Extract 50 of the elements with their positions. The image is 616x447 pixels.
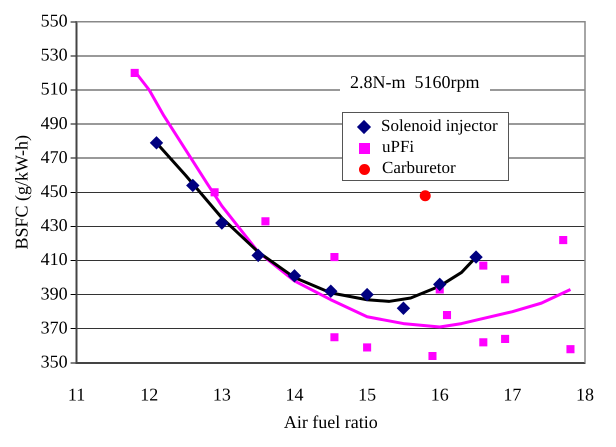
point — [428, 352, 437, 360]
x-tick-label: 17 — [503, 384, 522, 404]
x-tick-label: 13 — [212, 384, 231, 404]
point — [479, 338, 488, 346]
y-tick-label: 450 — [40, 181, 68, 202]
point — [261, 217, 270, 226]
legend-label: Carburetor — [382, 158, 456, 177]
y-tick-label: 530 — [40, 44, 68, 65]
point — [470, 250, 483, 264]
point — [501, 275, 510, 284]
point — [324, 284, 338, 298]
x-tick-label: 18 — [576, 384, 594, 404]
y-tick-label: 390 — [40, 283, 68, 304]
y-tick-label: 510 — [40, 78, 68, 99]
point — [360, 288, 374, 302]
annotation: 2.8N-m 5160rpm — [340, 70, 490, 95]
point — [559, 236, 568, 244]
point — [433, 278, 446, 291]
y-tick-label: 430 — [40, 215, 68, 236]
point — [330, 253, 338, 262]
x-axis-title: Air fuel ratio — [284, 412, 378, 432]
y-tick-label: 370 — [40, 317, 68, 338]
y-axis-title: BSFC (g/kW-h) — [12, 135, 32, 250]
point — [252, 248, 265, 262]
point — [479, 262, 488, 270]
point — [186, 178, 200, 192]
y-tick-label: 490 — [40, 112, 68, 133]
point — [150, 136, 163, 150]
point — [288, 269, 301, 282]
point — [420, 190, 431, 202]
y-tick-label: 350 — [40, 352, 68, 372]
y-tick-label: 410 — [40, 249, 68, 270]
point — [363, 343, 372, 352]
point — [330, 333, 338, 342]
point — [130, 68, 139, 77]
x-tick-label: 16 — [430, 384, 449, 404]
point — [210, 188, 219, 196]
legend-label: Solenoid injector — [381, 116, 498, 135]
x-tick-label: 11 — [68, 384, 86, 404]
y-tick-label: 470 — [40, 146, 68, 167]
legend-label: uPFi — [382, 137, 414, 156]
point — [215, 216, 228, 230]
point — [501, 334, 510, 343]
x-tick-label: 14 — [285, 384, 304, 404]
point — [442, 311, 452, 320]
point — [396, 302, 410, 315]
point — [566, 345, 575, 354]
x-tick-label: 15 — [358, 384, 376, 404]
y-tick-label: 550 — [40, 10, 68, 31]
x-tick-label: 12 — [140, 384, 158, 404]
